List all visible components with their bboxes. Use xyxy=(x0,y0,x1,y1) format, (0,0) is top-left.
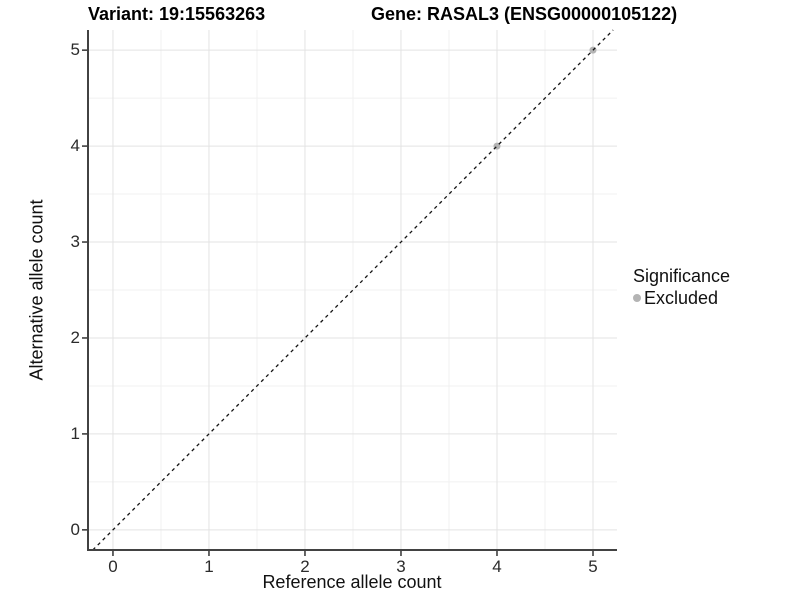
y-tick-label: 1 xyxy=(70,423,80,443)
plot-title-variant: Variant: 19:15563263 xyxy=(88,4,266,24)
legend-items: Excluded xyxy=(633,288,730,308)
x-tick-label: 5 xyxy=(588,557,598,576)
y-tick-label: 5 xyxy=(70,40,80,60)
x-tick-label: 0 xyxy=(108,557,118,576)
y-tick-label: 4 xyxy=(70,136,80,156)
x-tick-label: 4 xyxy=(492,557,502,576)
legend-title: Significance xyxy=(633,266,731,286)
legend: Significance Excluded xyxy=(633,266,730,308)
y-tick-label: 3 xyxy=(70,232,80,252)
y-tick-label: 0 xyxy=(70,519,80,539)
y-tick-label: 2 xyxy=(70,327,80,347)
legend-item-label: Excluded xyxy=(644,288,719,308)
plot-title-gene: Gene: RASAL3 (ENSG00000105122) xyxy=(371,4,678,24)
x-tick-label: 2 xyxy=(300,557,310,576)
legend-key-dot-icon xyxy=(633,294,641,302)
y-axis-title: Alternative allele count xyxy=(26,199,47,381)
x-axis-title: Reference allele count xyxy=(262,572,442,592)
x-tick-label: 3 xyxy=(396,557,406,576)
x-tick-label: 1 xyxy=(204,557,214,576)
legend-item: Excluded xyxy=(633,288,730,308)
